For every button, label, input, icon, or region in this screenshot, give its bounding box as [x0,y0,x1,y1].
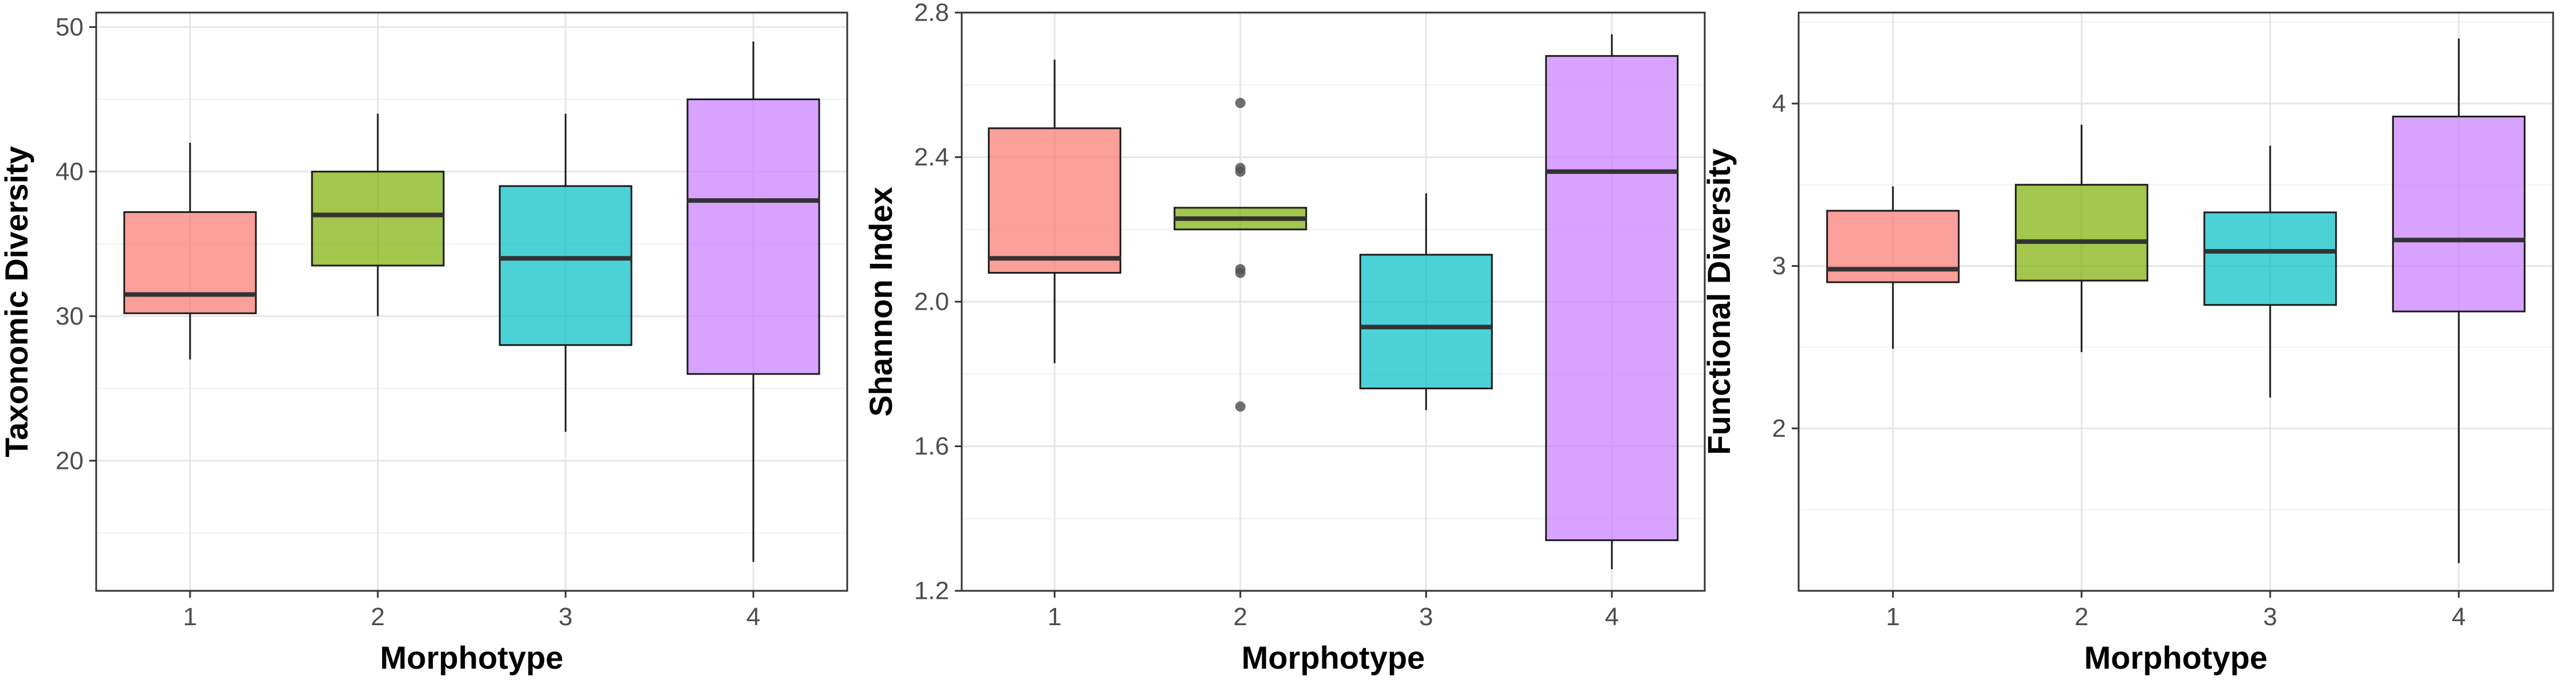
y-tick-label: 2.4 [914,143,949,171]
y-tick-label: 4 [1772,89,1786,117]
y-tick-label: 40 [56,157,84,185]
outlier-point [1235,267,1246,278]
x-tick-label: 1 [183,603,197,631]
x-axis-title: Morphotype [1242,639,1425,676]
y-axis-title: Taxonomic Diversity [0,146,34,457]
iqr-box [686,98,820,375]
iqr-box [2392,116,2526,313]
box-morphotype-1 [1826,186,1960,349]
x-axis-title: Morphotype [2084,639,2267,676]
x-tick-label: 4 [2452,603,2466,631]
panel-border [1797,11,2554,592]
box-morphotype-4 [686,41,820,562]
y-tick-label: 30 [56,302,84,330]
x-tick-label: 1 [1048,603,1061,631]
box-morphotype-2 [1174,97,1307,412]
x-tick-label: 2 [371,603,385,631]
box-morphotype-3 [1359,193,1493,410]
iqr-box [2014,184,2148,282]
y-tick-label: 2.0 [914,288,949,316]
iqr-box [311,171,445,267]
x-tick-label: 4 [1605,603,1619,631]
y-tick-label: 2 [1772,414,1786,443]
boxes [987,34,1679,570]
panel-border [95,11,848,592]
y-tick-label: 2.8 [914,0,949,27]
box-morphotype-4 [2392,38,2526,563]
iqr-box [499,185,633,346]
x-tick-label: 3 [559,603,572,631]
y-tick-label: 1.6 [914,432,949,460]
box-morphotype-2 [2014,124,2148,352]
chart-panel-3: 2 3 4 1 2 3 4 Morphotype Functional Diversity [1701,11,2554,676]
box-morphotype-1 [123,143,257,360]
x-tick-label: 4 [746,603,760,631]
y-tick-label: 1.2 [914,577,949,605]
iqr-box [1545,55,1679,542]
y-tick-label: 20 [56,447,84,475]
x-tick-label: 1 [1886,603,1900,631]
boxes [1826,38,2526,563]
outlier-point [1235,97,1246,108]
x-tick-label: 3 [1419,603,1433,631]
x-tick-label: 2 [1234,603,1247,631]
box-morphotype-3 [2203,145,2337,398]
y-axis-title: Functional Diversity [1701,148,1737,455]
box-morphotype-1 [987,60,1121,364]
chart-panel-1: 20 30 40 50 1 2 3 4 Morphotype Taxonomic Diversit… [0,11,848,676]
outlier-point [1235,166,1246,177]
x-axis-title: Morphotype [380,639,563,676]
outlier-point [1235,401,1246,412]
x-tick-label: 2 [2075,603,2088,631]
chart-panel-2: 1.2 1.6 2.0 2.4 2.8 1 2 3 4 Morphotype Shannon Ind… [863,0,1706,676]
iqr-box [1359,254,1493,389]
y-tick-label: 50 [56,13,84,41]
x-tick-label: 3 [2263,603,2277,631]
iqr-box [987,127,1121,274]
y-axis-title: Shannon Index [863,187,899,416]
iqr-box [123,211,257,314]
y-tick-label: 3 [1772,252,1786,280]
box-morphotype-4 [1545,34,1679,570]
box-morphotype-2 [311,113,445,317]
iqr-box [2203,211,2337,306]
boxes [123,41,820,562]
box-morphotype-3 [499,113,633,432]
